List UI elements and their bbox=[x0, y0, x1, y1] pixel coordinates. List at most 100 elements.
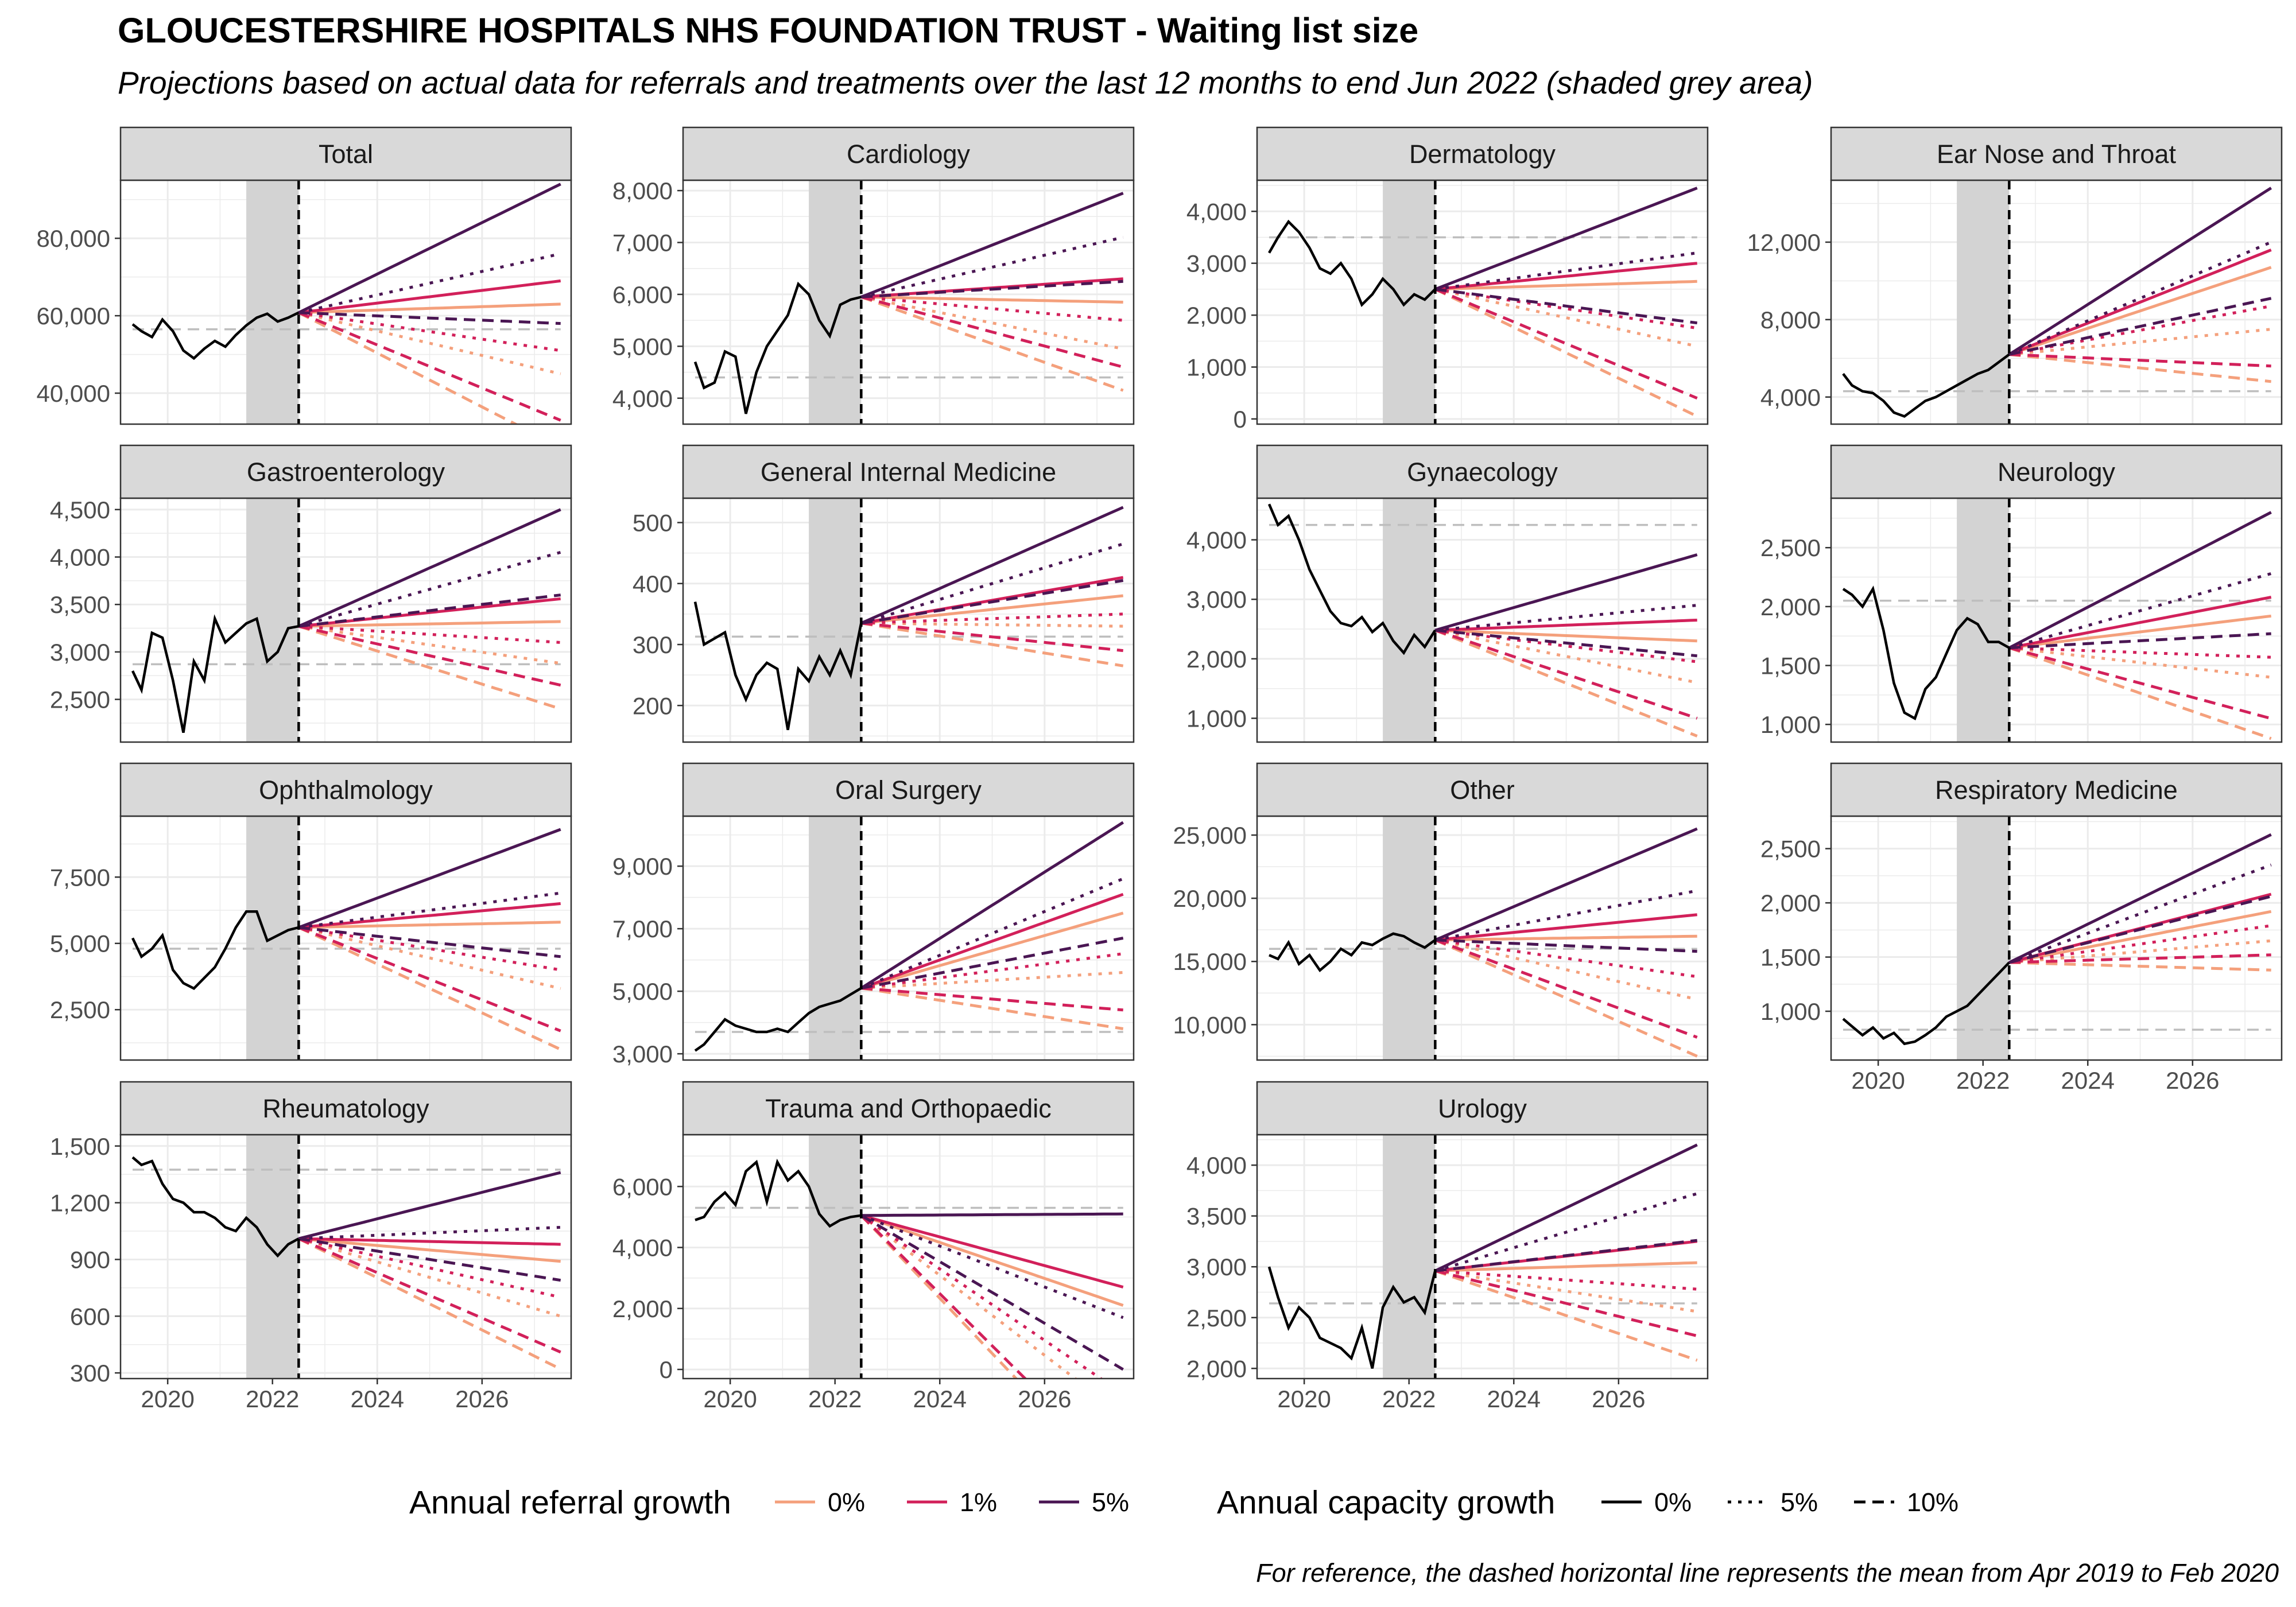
projection-line-referral-5-capacity-0 bbox=[1434, 827, 1698, 942]
projection-line-referral-5-capacity-5 bbox=[298, 1225, 561, 1240]
x-tick-label: 2026 bbox=[455, 1385, 509, 1412]
y-tick-label: 3,000 bbox=[1186, 250, 1247, 277]
y-tick-label: 4,000 bbox=[1186, 527, 1247, 554]
projection-line-referral-5-capacity-10 bbox=[860, 1214, 1124, 1371]
actual-line bbox=[1267, 1266, 1437, 1369]
actual-line bbox=[131, 614, 299, 733]
projection-line-referral-0-capacity-0 bbox=[860, 1214, 1124, 1307]
panel-strip bbox=[682, 444, 1135, 499]
y-tick-label: 7,000 bbox=[612, 915, 673, 942]
x-tick-label: 2024 bbox=[351, 1385, 404, 1412]
shaded-period bbox=[809, 498, 862, 742]
y-tick-label: 900 bbox=[70, 1246, 110, 1273]
panel-series bbox=[131, 183, 561, 424]
projection-line-referral-5-capacity-5 bbox=[860, 542, 1124, 625]
projection-line-referral-5-capacity-10 bbox=[1435, 1239, 1697, 1272]
x-tick-label: 2022 bbox=[1382, 1385, 1436, 1412]
projection-line-referral-1-capacity-10 bbox=[2009, 953, 2271, 964]
projection-line-referral-5-capacity-5 bbox=[2008, 572, 2272, 650]
shaded-period bbox=[809, 1135, 862, 1379]
projection-line-referral-1-capacity-5 bbox=[298, 1237, 561, 1299]
projection-line-referral-5-capacity-5 bbox=[298, 891, 561, 929]
panel-series bbox=[694, 821, 1124, 1052]
projection-line-referral-0-capacity-5 bbox=[298, 311, 561, 375]
panel-title: General Internal Medicine bbox=[761, 457, 1056, 487]
panel-strip bbox=[119, 126, 572, 181]
y-tick-label: 4,000 bbox=[1760, 384, 1821, 411]
panel-strip bbox=[119, 444, 572, 499]
projection-line-referral-0-capacity-10 bbox=[2009, 353, 2271, 383]
actual-line bbox=[1842, 353, 2010, 418]
y-tick-label: 2,000 bbox=[1186, 302, 1247, 329]
y-tick-label: 60,000 bbox=[37, 302, 110, 329]
x-tick-label: 2026 bbox=[1018, 1385, 1071, 1412]
legend-referral-label: 0% bbox=[828, 1488, 865, 1517]
shaded-period bbox=[1383, 1135, 1436, 1379]
projection-line-referral-1-capacity-10 bbox=[298, 311, 561, 422]
projection-line-referral-5-capacity-5 bbox=[1435, 604, 1697, 632]
projection-line-referral-1-capacity-5 bbox=[2008, 924, 2272, 964]
panel-series bbox=[1267, 503, 1698, 737]
x-tick-label: 2024 bbox=[913, 1385, 967, 1412]
panel-strip bbox=[1830, 762, 2283, 817]
projection-line-referral-0-capacity-5 bbox=[298, 624, 561, 665]
y-tick-label: 7,500 bbox=[50, 864, 110, 891]
x-tick-label: 2022 bbox=[808, 1385, 862, 1412]
legend-capacity-label: 10% bbox=[1907, 1488, 1958, 1517]
actual-line bbox=[1267, 503, 1437, 655]
panel-strip bbox=[1830, 126, 2283, 181]
actual-line bbox=[693, 281, 862, 414]
projection-line-referral-5-capacity-0 bbox=[1434, 187, 1698, 291]
projection-line-referral-1-capacity-10 bbox=[2009, 353, 2271, 368]
y-tick-label: 300 bbox=[633, 631, 673, 658]
projection-line-referral-0-capacity-5 bbox=[860, 1214, 1078, 1379]
panel-title: Rheumatology bbox=[262, 1094, 429, 1123]
y-tick-label: 3,000 bbox=[1186, 1253, 1247, 1280]
x-tick-label: 2026 bbox=[1592, 1385, 1645, 1412]
panel-title: Gynaecology bbox=[1407, 457, 1558, 487]
panel-strip bbox=[119, 1081, 572, 1136]
y-tick-label: 1,000 bbox=[1186, 354, 1247, 381]
y-tick-label: 3,500 bbox=[50, 591, 110, 618]
projection-line-referral-0-capacity-10 bbox=[860, 1214, 1018, 1379]
y-tick-label: 1,000 bbox=[1760, 711, 1821, 738]
projection-line-referral-5-capacity-10 bbox=[298, 1237, 561, 1282]
x-tick-label: 2024 bbox=[1487, 1385, 1541, 1412]
y-tick-label: 6,000 bbox=[612, 281, 673, 308]
actual-line bbox=[131, 1156, 300, 1258]
y-tick-label: 2,000 bbox=[1760, 593, 1821, 620]
panel-series bbox=[693, 506, 1124, 731]
projection-line-referral-1-capacity-10 bbox=[861, 987, 1123, 1012]
projection-line-referral-0-capacity-0 bbox=[2008, 910, 2272, 964]
y-tick-label: 4,000 bbox=[1186, 1152, 1247, 1179]
panel-background bbox=[683, 1135, 1134, 1379]
x-tick-label: 2022 bbox=[1956, 1067, 2010, 1094]
projection-line-referral-0-capacity-10 bbox=[1434, 1269, 1698, 1362]
panel-background bbox=[121, 816, 571, 1060]
projection-line-referral-5-capacity-0 bbox=[298, 508, 561, 628]
legend-referral-label: 1% bbox=[960, 1488, 997, 1517]
projection-line-referral-0-capacity-5 bbox=[1434, 628, 1698, 684]
y-tick-label: 1,200 bbox=[50, 1190, 110, 1217]
projection-line-referral-0-capacity-0 bbox=[1435, 280, 1697, 291]
projection-line-referral-1-capacity-5 bbox=[298, 624, 561, 644]
legend-referral-label: 5% bbox=[1092, 1488, 1129, 1517]
y-tick-label: 20,000 bbox=[1173, 885, 1247, 912]
panel-title: Urology bbox=[1438, 1094, 1527, 1123]
projection-line-referral-0-capacity-5 bbox=[861, 971, 1123, 990]
panel-gastroenterology: Gastroenterology 2,500 3,000 3,500 4,000 4,50… bbox=[50, 444, 572, 743]
panel-strip bbox=[1256, 1081, 1709, 1136]
y-tick-label: 1,500 bbox=[1760, 653, 1821, 680]
projection-line-referral-5-capacity-0 bbox=[861, 1212, 1123, 1217]
y-tick-label: 2,500 bbox=[50, 686, 110, 713]
projection-line-referral-5-capacity-0 bbox=[298, 1171, 561, 1240]
panel-neurology: Neurology 1,000 1,500 2,000 2,500 bbox=[1760, 444, 2283, 743]
projection-line-referral-1-capacity-10 bbox=[1434, 1269, 1698, 1338]
projection-line-referral-1-capacity-0 bbox=[1435, 262, 1697, 291]
panel-total: Total 40,000 60,000 80,000 bbox=[37, 126, 572, 425]
projection-line-referral-1-capacity-0 bbox=[298, 1237, 561, 1246]
projection-line-referral-5-capacity-0 bbox=[860, 506, 1124, 625]
panel-ophthalmology: Ophthalmology 2,500 5,000 7,500 bbox=[50, 762, 572, 1061]
projection-line-referral-5-capacity-5 bbox=[1434, 1192, 1698, 1272]
